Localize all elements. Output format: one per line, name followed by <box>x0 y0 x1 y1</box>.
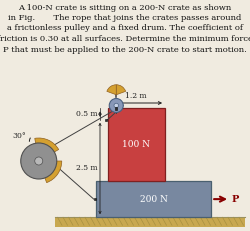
Text: 0.5 m: 0.5 m <box>76 110 98 118</box>
Text: P that must be applied to the 200-N crate to start motion.: P that must be applied to the 200-N crat… <box>3 46 247 54</box>
Bar <box>105 119 108 121</box>
Text: 100 N: 100 N <box>122 140 150 149</box>
Bar <box>108 109 165 181</box>
Bar <box>115 107 117 110</box>
Wedge shape <box>35 138 59 161</box>
Text: friction is 0.30 at all surfaces. Determine the minimum force: friction is 0.30 at all surfaces. Determ… <box>0 35 250 43</box>
Text: 200 N: 200 N <box>140 195 168 204</box>
Circle shape <box>35 157 43 165</box>
Text: 30°: 30° <box>12 132 26 140</box>
Wedge shape <box>116 85 126 95</box>
Text: 2.5 m: 2.5 m <box>76 164 98 173</box>
Text: A 100-N crate is sitting on a 200-N crate as shown: A 100-N crate is sitting on a 200-N crat… <box>18 3 232 12</box>
Bar <box>94 198 96 200</box>
Text: 1.2 m: 1.2 m <box>126 92 147 100</box>
Wedge shape <box>39 161 62 183</box>
Text: a frictionless pulley and a fixed drum. The coefficient of: a frictionless pulley and a fixed drum. … <box>7 24 243 33</box>
Circle shape <box>21 143 57 179</box>
Bar <box>96 181 211 217</box>
Bar <box>55 217 245 227</box>
Text: in Fig.       The rope that joins the crates passes around: in Fig. The rope that joins the crates p… <box>8 14 242 22</box>
Wedge shape <box>107 85 116 95</box>
Text: P: P <box>232 195 239 204</box>
Circle shape <box>109 98 123 112</box>
Circle shape <box>114 103 118 108</box>
